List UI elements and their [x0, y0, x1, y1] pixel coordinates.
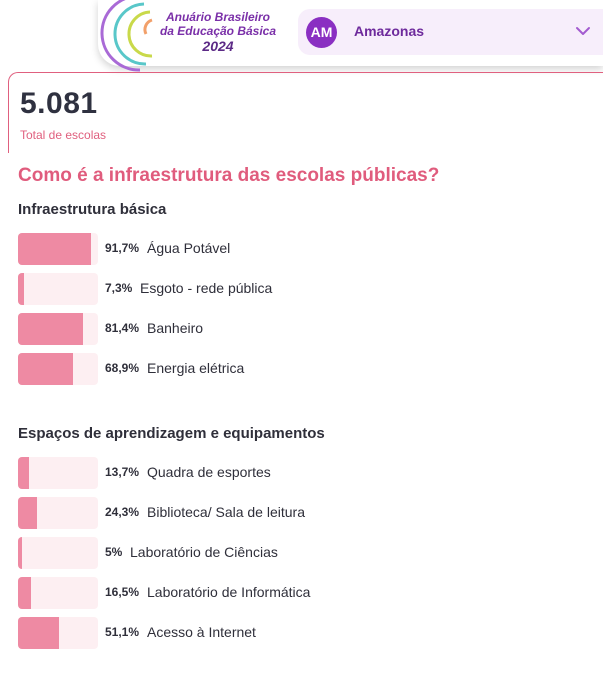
- bar-track: [18, 233, 98, 265]
- bar-fill: [18, 617, 59, 649]
- bar-track: [18, 537, 98, 569]
- bar-track: [18, 313, 98, 345]
- bar-row: 91,7% Água Potável: [18, 233, 578, 265]
- total-schools-label: Total de escolas: [20, 128, 107, 142]
- logo-arcs-icon: [100, 0, 153, 72]
- chart-title: Infraestrutura básica: [18, 201, 167, 218]
- state-selector[interactable]: AM Amazonas: [298, 9, 603, 55]
- bar-row: 13,7% Quadra de esportes: [18, 457, 578, 489]
- bar-category-label: Acesso à Internet: [147, 624, 256, 640]
- infrastructure-question: Como é a infraestrutura das escolas públ…: [18, 165, 440, 186]
- bar-row: 5% Laboratório de Ciências: [18, 537, 578, 569]
- bar-value-label: 24,3%: [105, 505, 140, 519]
- bar-track: [18, 273, 98, 305]
- bar-value-label: 51,1%: [105, 625, 140, 639]
- chevron-down-icon: [576, 27, 590, 35]
- bar-fill: [18, 497, 37, 529]
- bar-fill: [18, 233, 91, 265]
- bar-fill: [18, 313, 83, 345]
- bar-fill: [18, 273, 24, 305]
- bar-track: [18, 457, 98, 489]
- bar-category-label: Esgoto - rede pública: [140, 280, 273, 296]
- bar-category-label: Água Potável: [147, 240, 231, 256]
- brand-year: 2024: [202, 38, 234, 54]
- bar-fill: [18, 537, 22, 569]
- total-schools-card: 5.081 Total de escolas: [8, 72, 603, 153]
- bar-category-label: Energia elétrica: [147, 360, 245, 376]
- bar-track: [18, 497, 98, 529]
- total-schools-value: 5.081: [20, 87, 98, 120]
- bar-row: 7,3% Esgoto - rede pública: [18, 273, 578, 305]
- bar-value-label: 91,7%: [105, 241, 140, 255]
- bar-track: [18, 577, 98, 609]
- bar-fill: [18, 577, 31, 609]
- bar-category-label: Biblioteca/ Sala de leitura: [147, 504, 305, 520]
- bar-row: 51,1% Acesso à Internet: [18, 617, 578, 649]
- bar-track: [18, 617, 98, 649]
- bar-fill: [18, 457, 29, 489]
- brand-line-1: Anuário Brasileiro: [165, 10, 271, 24]
- bar-value-label: 7,3%: [105, 281, 133, 295]
- bar-category-label: Banheiro: [147, 320, 204, 336]
- bar-category-label: Laboratório de Informática: [147, 584, 311, 600]
- brand-logo-text: Anuário Brasileiro da Educação Básica 20…: [158, 10, 278, 54]
- bar-row: 16,5% Laboratório de Informática: [18, 577, 578, 609]
- bar-fill: [18, 353, 73, 385]
- state-badge: AM: [306, 17, 337, 48]
- bar-row: 24,3% Biblioteca/ Sala de leitura: [18, 497, 578, 529]
- state-name: Amazonas: [354, 23, 425, 39]
- bar-row: 81,4% Banheiro: [18, 313, 578, 345]
- bar-category-label: Quadra de esportes: [147, 464, 271, 480]
- bar-category-label: Laboratório de Ciências: [130, 544, 278, 560]
- bar-value-label: 81,4%: [105, 321, 140, 335]
- bar-value-label: 16,5%: [105, 585, 140, 599]
- bar-value-label: 13,7%: [105, 465, 140, 479]
- bar-row: 68,9% Energia elétrica: [18, 353, 578, 385]
- brand-line-2: da Educação Básica: [159, 24, 277, 38]
- bar-track: [18, 353, 98, 385]
- bar-value-label: 5%: [105, 545, 123, 559]
- chart-title: Espaços de aprendizagem e equipamentos: [18, 425, 325, 442]
- bar-value-label: 68,9%: [105, 361, 140, 375]
